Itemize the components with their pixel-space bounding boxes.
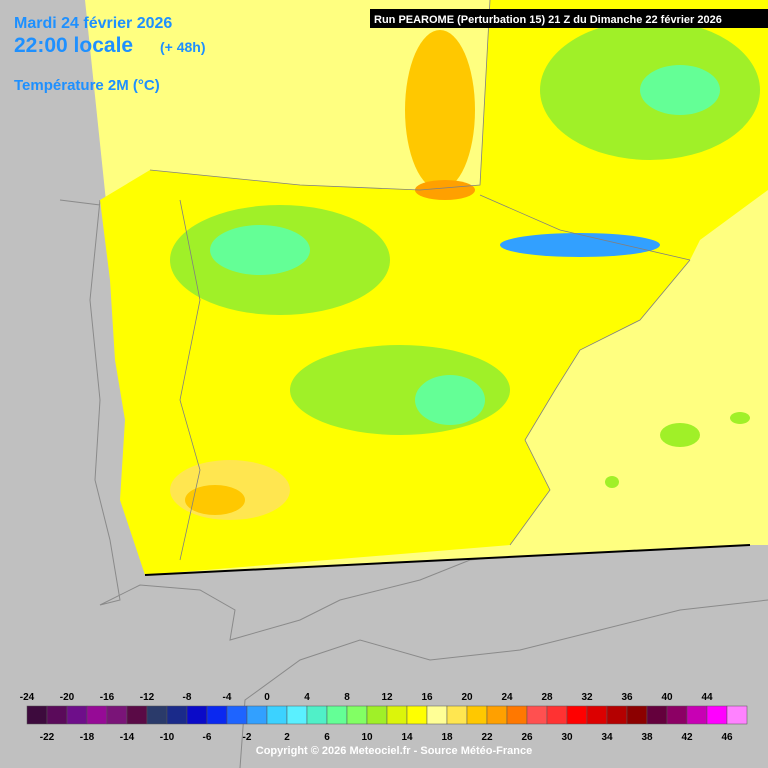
cool-area (210, 225, 310, 275)
legend-label: -6 (203, 732, 212, 743)
legend-swatch (186, 705, 208, 725)
legend-swatch (246, 705, 268, 725)
legend-swatch (146, 705, 168, 725)
legend-label: -20 (60, 692, 75, 703)
run-info: Run PEAROME (Perturbation 15) 21 Z du Di… (374, 14, 722, 26)
legend-label: 36 (621, 692, 633, 703)
legend-swatch (706, 705, 728, 725)
parameter: Température 2M (°C) (14, 77, 160, 94)
legend-label: -2 (243, 732, 252, 743)
legend-label: 38 (641, 732, 653, 743)
legend-label: -10 (160, 732, 175, 743)
legend-label: 14 (401, 732, 413, 743)
legend-swatch (666, 705, 688, 725)
borders (149, 0, 691, 561)
legend-label: 6 (324, 732, 330, 743)
lead: (+ 48h) (160, 39, 206, 55)
legend-swatch (266, 705, 288, 725)
legend-label: 2 (284, 732, 290, 743)
legend-swatch (626, 705, 648, 725)
legend-label: 4 (304, 692, 310, 703)
outer-coastlines (59, 199, 768, 768)
legend-swatch (326, 705, 348, 725)
legend-swatch (566, 705, 588, 725)
legend-swatch (486, 705, 508, 725)
legend-label: 22 (481, 732, 493, 743)
mild-area (640, 65, 720, 115)
warm-area (185, 485, 245, 515)
warm-area (415, 180, 475, 200)
legend-label: -18 (80, 732, 95, 743)
legend-label: 0 (264, 692, 270, 703)
legend-swatch (506, 705, 528, 725)
legend-swatch (346, 705, 368, 725)
warm-area (405, 30, 475, 190)
legend-label: 40 (661, 692, 673, 703)
legend-label: 28 (541, 692, 553, 703)
legend-label: 20 (461, 692, 473, 703)
legend: -24-22-20-18-16-14-12-10-8-6-4-202468101… (20, 692, 748, 743)
legend-label: 16 (421, 692, 433, 703)
legend-label: -22 (40, 732, 55, 743)
legend-label: -8 (183, 692, 192, 703)
legend-label: -16 (100, 692, 115, 703)
islands (605, 412, 750, 488)
cool-area (415, 375, 485, 425)
legend-swatch (286, 705, 308, 725)
legend-swatch (646, 705, 668, 725)
legend-label: -12 (140, 692, 155, 703)
legend-swatch (46, 705, 68, 725)
legend-swatch (586, 705, 608, 725)
cold-area (500, 233, 660, 257)
legend-swatch (426, 705, 448, 725)
domain-edge (144, 544, 751, 576)
legend-swatch (86, 705, 108, 725)
legend-label: 10 (361, 732, 373, 743)
copyright: Copyright © 2026 Meteociel.fr - Source M… (256, 745, 532, 757)
legend-swatch (226, 705, 248, 725)
legend-label: -4 (223, 692, 232, 703)
legend-swatch (166, 705, 188, 725)
run-box (370, 9, 768, 28)
legend-label: 44 (701, 692, 713, 703)
legend-label: -24 (20, 692, 35, 703)
legend-swatch (606, 705, 628, 725)
legend-swatch (406, 705, 428, 725)
legend-swatch (106, 705, 128, 725)
legend-swatch (446, 705, 468, 725)
legend-swatch (386, 705, 408, 725)
legend-swatch (546, 705, 568, 725)
legend-label: 32 (581, 692, 593, 703)
legend-label: 12 (381, 692, 393, 703)
legend-label: 18 (441, 732, 453, 743)
legend-swatch (306, 705, 328, 725)
legend-swatch (526, 705, 548, 725)
legend-swatch (366, 705, 388, 725)
temperature-field (170, 20, 760, 520)
legend-label: -14 (120, 732, 135, 743)
date: Mardi 24 février 2026 (14, 15, 172, 32)
legend-label: 8 (344, 692, 350, 703)
legend-label: 46 (721, 732, 733, 743)
legend-swatch (66, 705, 88, 725)
legend-swatch (466, 705, 488, 725)
legend-swatch (726, 705, 748, 725)
legend-swatch (686, 705, 708, 725)
legend-swatch (126, 705, 148, 725)
legend-label: 34 (601, 732, 613, 743)
legend-label: 24 (501, 692, 513, 703)
legend-label: 42 (681, 732, 693, 743)
legend-swatch (206, 705, 228, 725)
time: 22:00 locale (14, 34, 133, 57)
legend-label: 30 (561, 732, 573, 743)
legend-swatch (26, 705, 48, 725)
legend-label: 26 (521, 732, 533, 743)
